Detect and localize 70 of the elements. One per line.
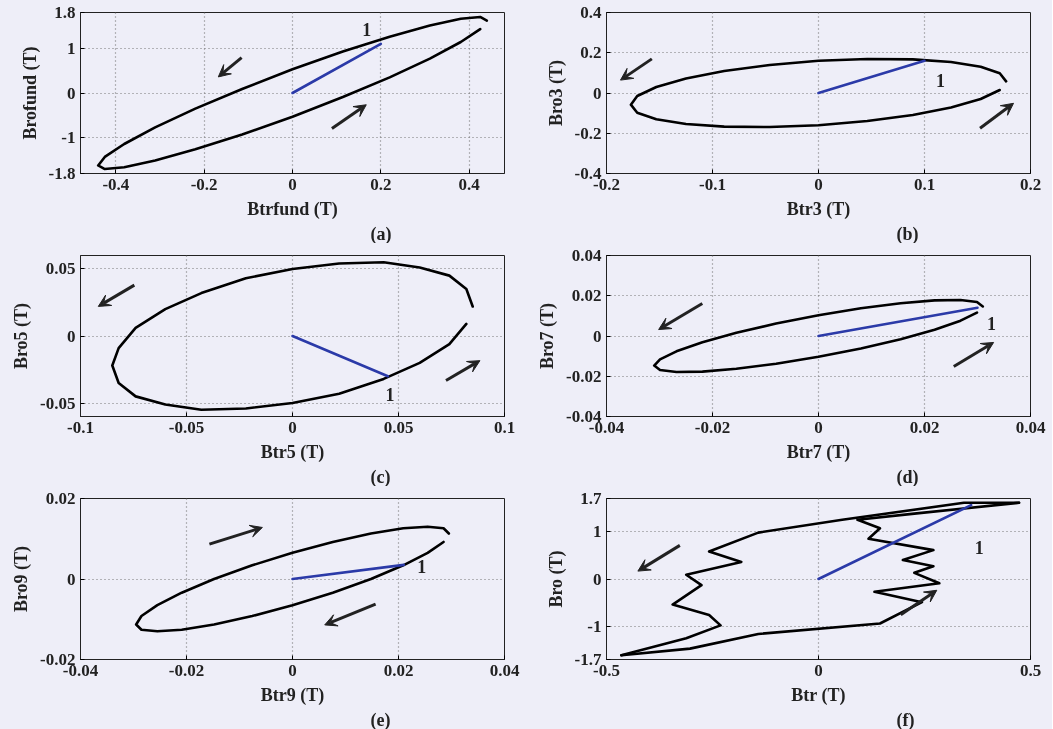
- y-axis-title: Brofund (T): [19, 46, 41, 140]
- text: (e): [370, 709, 391, 729]
- x-tick-label: -0.1: [67, 417, 94, 437]
- annotation: 1: [936, 71, 945, 92]
- x-tick-label: 0.04: [489, 660, 520, 680]
- y-tick-label: -1: [587, 616, 602, 636]
- x-tick-label: 0.1: [493, 417, 516, 437]
- y-tick-label: -0.2: [574, 123, 602, 143]
- y-tick-label: 0: [593, 83, 602, 103]
- y-tick-label: 0: [593, 326, 602, 346]
- y-tick-label: 0.05: [45, 259, 76, 279]
- annotation: 1: [385, 384, 395, 405]
- x-tick-label: 0.02: [909, 417, 940, 437]
- y-axis-title: Bro7 (T): [537, 302, 559, 370]
- x-tick-label: 0: [288, 660, 297, 680]
- x-axis-title: Btr3 (T): [786, 198, 851, 220]
- y-tick-label: 0.02: [45, 489, 76, 508]
- x-tick-label: 0.2: [1019, 174, 1042, 194]
- x-tick-label: 0.05: [383, 417, 414, 437]
- x-tick-label: 0.4: [458, 174, 481, 194]
- y-tick-label: -0.05: [40, 393, 76, 413]
- y-tick-label: 1.7: [580, 489, 602, 508]
- x-axis-title: Btr5 (T): [260, 441, 325, 463]
- x-tick-label: -0.02: [168, 660, 205, 680]
- y-tick-label: 0: [67, 326, 76, 346]
- y-tick-label: 0: [593, 569, 602, 589]
- y-tick-label: 0.02: [571, 286, 602, 306]
- x-tick-label: 0: [814, 417, 823, 437]
- annotation: 1: [987, 314, 996, 335]
- text: (c): [370, 466, 391, 488]
- text: (d): [896, 466, 919, 488]
- x-tick-label: 0.04: [1015, 417, 1046, 437]
- x-tick-label: -0.1: [699, 174, 726, 194]
- y-tick-label: -1.8: [48, 164, 76, 183]
- x-tick-label: 0: [288, 174, 297, 194]
- x-tick-label: -0.4: [102, 174, 130, 194]
- x-axis-title: Btr (T): [791, 684, 846, 706]
- annotation: 1: [974, 537, 984, 558]
- x-tick-label: 0.1: [913, 174, 936, 194]
- x-tick-label: 0.02: [383, 660, 414, 680]
- y-tick-label: 0.4: [580, 3, 602, 22]
- text: (f): [896, 709, 915, 729]
- x-tick-label: 0: [288, 417, 297, 437]
- y-tick-label: 0.04: [571, 246, 602, 265]
- x-tick-label: 0: [814, 174, 823, 194]
- y-tick-label: 1.8: [54, 3, 76, 22]
- y-axis-title: Bro (T): [545, 550, 567, 608]
- y-tick-label: 0.2: [580, 43, 602, 63]
- text: (b): [896, 223, 919, 245]
- x-tick-label: 0.5: [1019, 660, 1042, 680]
- y-axis-title: Bro3 (T): [545, 59, 567, 127]
- y-tick-label: 0: [67, 569, 76, 589]
- y-tick-label: -0.02: [566, 366, 602, 386]
- y-tick-label: -1: [61, 128, 76, 148]
- annotation: 1: [417, 557, 427, 578]
- x-tick-label: -0.05: [168, 417, 205, 437]
- x-tick-label: -0.02: [694, 417, 731, 437]
- annotation: 1: [362, 20, 372, 41]
- x-tick-label: 0: [814, 660, 823, 680]
- x-tick-label: -0.2: [190, 174, 218, 194]
- y-axis-title: Bro9 (T): [11, 545, 33, 613]
- y-tick-label: 1: [593, 522, 602, 542]
- y-axis-title: Bro5 (T): [11, 302, 33, 370]
- x-axis-title: Btr9 (T): [260, 684, 325, 706]
- x-axis-title: Btr7 (T): [786, 441, 851, 463]
- x-tick-label: 0.2: [370, 174, 392, 194]
- text: (a): [370, 223, 392, 245]
- x-axis-title: Btrfund (T): [247, 198, 338, 220]
- y-tick-label: 0: [67, 83, 76, 103]
- y-tick-label: 1: [67, 38, 76, 58]
